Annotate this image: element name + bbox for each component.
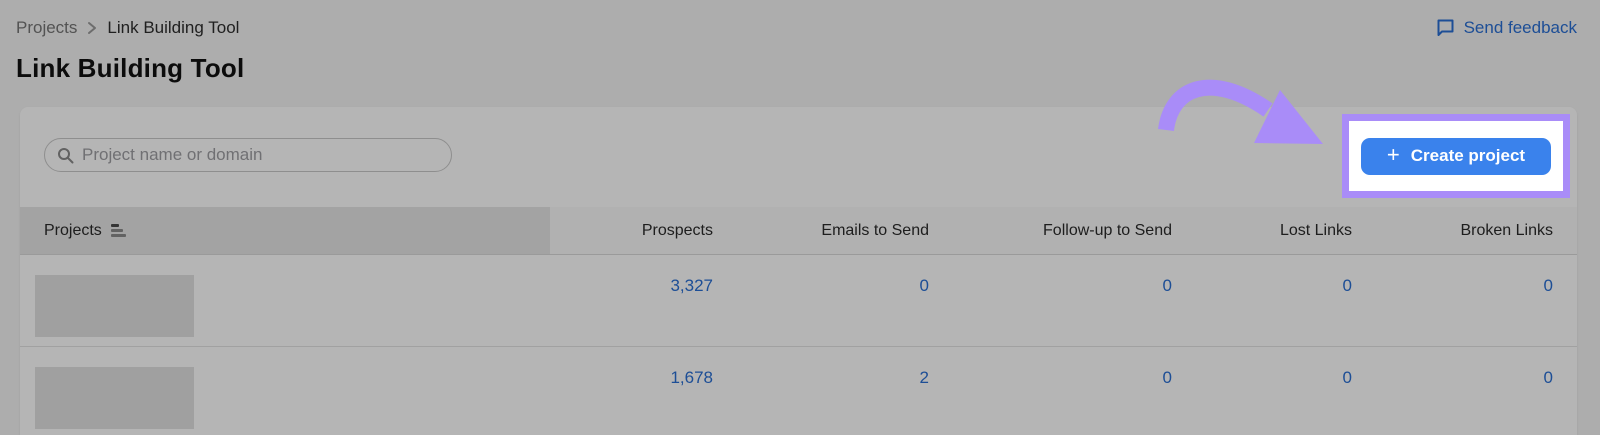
column-header-prospects[interactable]: Prospects xyxy=(641,221,713,239)
create-project-button[interactable]: + Create project xyxy=(1361,137,1551,175)
followup-to-send-value[interactable]: 0 xyxy=(1162,368,1172,387)
table-row[interactable]: 3,327 0 0 0 0 xyxy=(20,255,1577,347)
breadcrumb-projects-link[interactable]: Projects xyxy=(16,17,78,37)
project-name-placeholder xyxy=(35,275,194,337)
column-header-emails-to-send[interactable]: Emails to Send xyxy=(821,221,929,239)
page-title: Link Building Tool xyxy=(16,53,245,83)
column-header-followup-to-send[interactable]: Follow-up to Send xyxy=(1043,221,1172,239)
project-search xyxy=(44,138,452,172)
column-header-lost-links[interactable]: Lost Links xyxy=(1279,221,1352,239)
broken-links-value[interactable]: 0 xyxy=(1543,276,1553,295)
breadcrumb-current: Link Building Tool xyxy=(107,17,240,37)
table-row[interactable]: 1,678 2 0 0 0 xyxy=(20,347,1577,435)
column-header-projects[interactable]: Projects xyxy=(20,207,550,254)
table-body: 3,327 0 0 0 0 1,678 2 0 0 0 xyxy=(20,255,1577,435)
create-project-spotlight: + Create project xyxy=(1342,114,1570,198)
column-header-label: Projects xyxy=(44,221,102,239)
search-icon xyxy=(57,147,74,164)
feedback-bubble-icon xyxy=(1435,17,1456,38)
followup-to-send-value[interactable]: 0 xyxy=(1162,276,1172,295)
plus-icon: + xyxy=(1386,142,1400,167)
breadcrumb: Projects Link Building Tool xyxy=(16,18,239,38)
project-name-cell xyxy=(20,347,550,435)
prospects-value[interactable]: 3,327 xyxy=(670,276,713,295)
project-name-placeholder xyxy=(35,367,194,429)
chevron-right-icon xyxy=(87,21,97,35)
create-project-label: Create project xyxy=(1410,146,1526,165)
send-feedback-label: Send feedback xyxy=(1463,17,1577,37)
prospects-value[interactable]: 1,678 xyxy=(670,368,713,387)
project-name-cell xyxy=(20,255,550,346)
topbar: Projects Link Building Tool Send feedbac… xyxy=(16,17,1577,38)
annotation-arrow-icon xyxy=(1158,79,1323,144)
sort-icon xyxy=(110,224,126,237)
lost-links-value[interactable]: 0 xyxy=(1342,276,1352,295)
broken-links-value[interactable]: 0 xyxy=(1543,368,1553,387)
projects-card: Projects Prospects Emails to Send Follow… xyxy=(20,107,1577,435)
column-header-broken-links[interactable]: Broken Links xyxy=(1460,221,1554,239)
send-feedback-link[interactable]: Send feedback xyxy=(1435,17,1577,38)
emails-to-send-value[interactable]: 0 xyxy=(919,276,929,295)
search-input[interactable] xyxy=(82,145,439,165)
lost-links-value[interactable]: 0 xyxy=(1342,368,1352,387)
table-header-row: Projects Prospects Emails to Send Follow… xyxy=(20,207,1577,255)
emails-to-send-value[interactable]: 2 xyxy=(919,368,929,387)
